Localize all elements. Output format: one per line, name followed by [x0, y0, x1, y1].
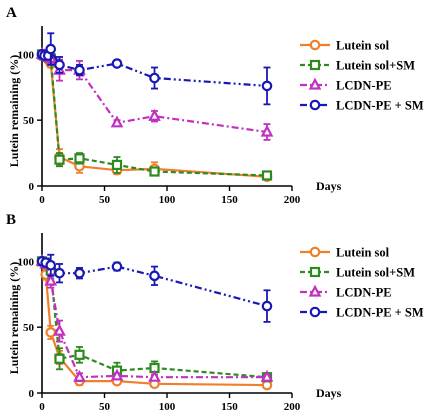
- series-lcdn-pe: [35, 46, 274, 141]
- data-point: [54, 353, 65, 364]
- y-tick-label: 100: [18, 256, 35, 268]
- data-point: [148, 369, 161, 382]
- data-point: [111, 261, 123, 272]
- y-tick-label: 50: [23, 115, 35, 127]
- series-lcdn-pe-sm: [36, 32, 273, 106]
- x-tick-label: 200: [284, 194, 301, 206]
- x-tick-label: 150: [221, 401, 238, 413]
- legend-label: Lutein sol+SM: [336, 266, 415, 280]
- data-point: [261, 80, 273, 92]
- data-point: [54, 59, 65, 71]
- legend-label: Lutein sol: [336, 39, 390, 53]
- data-point: [74, 349, 85, 360]
- legend-marker: [309, 306, 321, 318]
- panel-label: A: [6, 5, 17, 21]
- chart-panel-B: B 0 50 100 0 50 100 150 200 Lutein remaining (%) D…: [6, 212, 424, 413]
- data-point: [148, 108, 161, 121]
- legend-label: LCDN-PE: [336, 286, 392, 300]
- data-point: [54, 154, 65, 165]
- legend: Lutein sol Lutein sol+SM LCDN-PE LCDN-PE + …: [300, 39, 424, 113]
- legend-label: LCDN-PE + SM: [336, 306, 424, 320]
- legend-marker: [309, 246, 321, 258]
- data-point: [110, 368, 124, 381]
- legend-label: Lutein sol: [336, 246, 390, 260]
- data-point: [149, 270, 160, 282]
- data-point: [111, 58, 123, 69]
- x-axis-label: Days: [316, 386, 342, 400]
- data-point: [261, 300, 273, 312]
- legend-marker: [309, 39, 321, 51]
- panel-label: B: [6, 212, 16, 228]
- x-tick-label: 50: [99, 401, 111, 413]
- x-tick-label: 0: [39, 194, 45, 206]
- data-point: [74, 267, 85, 279]
- data-point: [260, 369, 274, 382]
- chart-panel-A: A 0 50 100 0 50 100 150 200 Lutein remaining (%) D…: [6, 5, 424, 206]
- data-point: [111, 159, 123, 171]
- data-point: [73, 369, 86, 382]
- data-point: [260, 124, 274, 137]
- data-point: [45, 43, 57, 55]
- data-point: [149, 72, 160, 84]
- y-tick-label: 0: [29, 181, 35, 193]
- legend-marker: [308, 284, 322, 297]
- x-tick-label: 100: [159, 401, 176, 413]
- legend-marker: [308, 77, 322, 90]
- legend-marker: [309, 99, 321, 111]
- data-point: [261, 170, 273, 181]
- data-point: [44, 273, 58, 286]
- x-tick-label: 200: [284, 401, 301, 413]
- data-point: [74, 153, 85, 164]
- data-point: [110, 115, 124, 128]
- data-point: [45, 259, 57, 271]
- y-axis-label: Lutein remaining (%): [7, 55, 21, 167]
- series-lcdn-pe-sm: [36, 253, 273, 323]
- x-tick-label: 0: [39, 401, 45, 413]
- legend-marker: [309, 266, 321, 278]
- data-point: [54, 267, 65, 279]
- x-tick-label: 150: [221, 194, 238, 206]
- y-tick-label: 0: [29, 388, 35, 400]
- legend-label: Lutein sol+SM: [336, 59, 415, 73]
- data-point: [74, 64, 85, 76]
- x-axis-label: Days: [316, 179, 342, 193]
- x-tick-label: 100: [159, 194, 176, 206]
- legend-label: LCDN-PE: [336, 79, 392, 93]
- legend: Lutein sol Lutein sol+SM LCDN-PE LCDN-PE + …: [300, 246, 424, 320]
- y-axis-label: Lutein remaining (%): [7, 262, 21, 374]
- legend-marker: [309, 59, 321, 71]
- x-tick-label: 50: [99, 194, 111, 206]
- data-point: [53, 323, 66, 336]
- y-tick-label: 100: [18, 49, 35, 61]
- legend-label: LCDN-PE + SM: [336, 99, 424, 113]
- y-tick-label: 50: [23, 322, 35, 334]
- data-point: [149, 166, 160, 177]
